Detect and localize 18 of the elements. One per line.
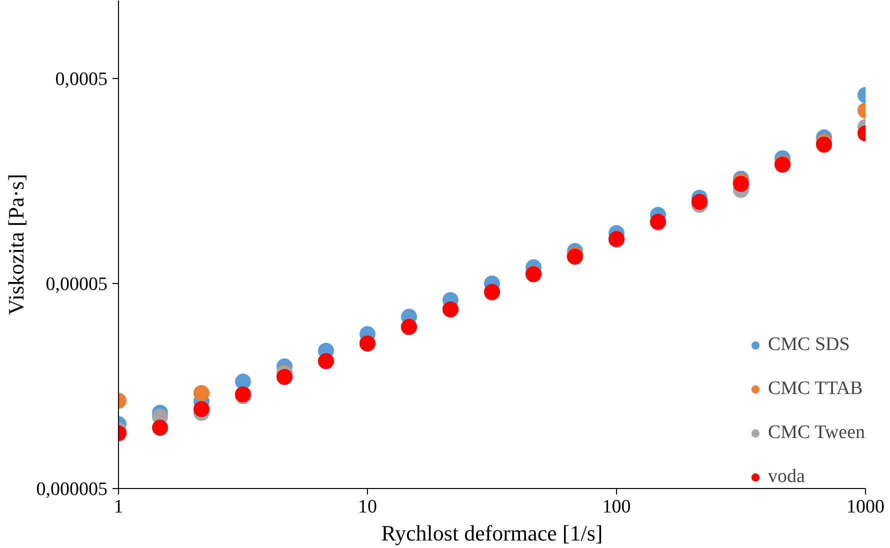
x-tick-label: 1000 <box>846 496 884 518</box>
x-tick-label: 10 <box>358 496 377 518</box>
legend-label: voda <box>768 466 805 488</box>
point <box>193 401 210 418</box>
y-axis-title: Viskozita [Pa·s] <box>3 174 28 316</box>
x-axis-title: Rychlost deformace [1/s] <box>381 520 603 546</box>
legend-label: CMC SDS <box>768 334 850 356</box>
x-tick-label: 100 <box>602 496 631 518</box>
legend-label: CMC TTAB <box>768 378 863 400</box>
legend-label: CMC Tween <box>768 422 865 444</box>
x-tick-label: 1 <box>114 496 124 518</box>
point <box>152 420 168 436</box>
y-tick-label: 0,0005 <box>55 68 108 90</box>
point <box>193 385 210 402</box>
point <box>276 368 293 385</box>
point <box>234 374 251 390</box>
y-tick-label: 0,00005 <box>46 274 108 295</box>
y-tick-label: 0,000005 <box>36 479 108 500</box>
